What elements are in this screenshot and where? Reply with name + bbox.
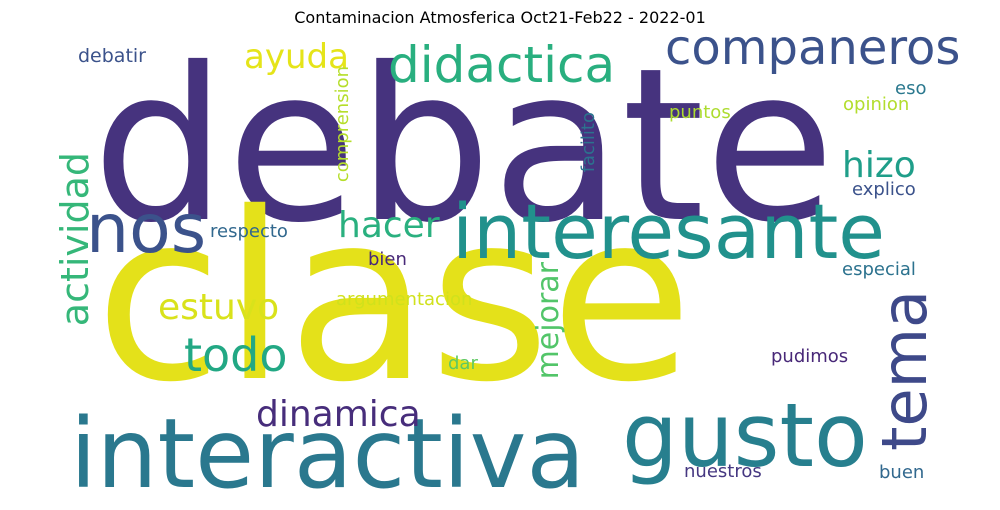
word-explico: explico [852, 179, 916, 200]
word-opinion: opinion [843, 94, 910, 115]
word-puntos: puntos [669, 102, 731, 123]
word-nos: nos [86, 190, 207, 269]
word-clase: clase [95, 163, 693, 433]
word-debatir: debatir [78, 45, 146, 67]
word-hacer: hacer [338, 205, 440, 246]
word-buen: buen [879, 462, 925, 483]
word-respecto: respecto [210, 221, 288, 242]
word-eso: eso [895, 78, 927, 99]
chart-title: Contaminacion Atmosferica Oct21-Feb22 - … [294, 8, 706, 27]
word-dinamica: dinamica [256, 394, 421, 435]
word-gusto: gusto [622, 384, 868, 487]
word-debate: debate [92, 22, 836, 269]
word-facilito: facilito [578, 112, 599, 173]
word-companeros: companeros [665, 20, 961, 76]
word-estuvo: estuvo [158, 287, 280, 328]
word-ayuda: ayuda [244, 37, 349, 77]
word-actividad: actividad [53, 152, 97, 327]
word-bien: bien [368, 249, 407, 270]
word-mejorar: mejorar [531, 262, 566, 380]
word-pudimos: pudimos [771, 346, 849, 367]
word-especial: especial [842, 259, 916, 280]
word-todo: todo [184, 328, 288, 382]
word-tema: tema [868, 290, 941, 451]
word-interactiva: interactiva [70, 398, 586, 510]
word-didactica: didactica [388, 36, 616, 94]
word-argumentacion: argumentacion [336, 289, 473, 310]
word-nuestros: nuestros [684, 461, 762, 482]
word-comprension: comprension [332, 66, 353, 183]
word-dar: dar [448, 353, 478, 374]
word-interesante: interesante [452, 187, 886, 276]
word-hizo: hizo [842, 145, 916, 186]
